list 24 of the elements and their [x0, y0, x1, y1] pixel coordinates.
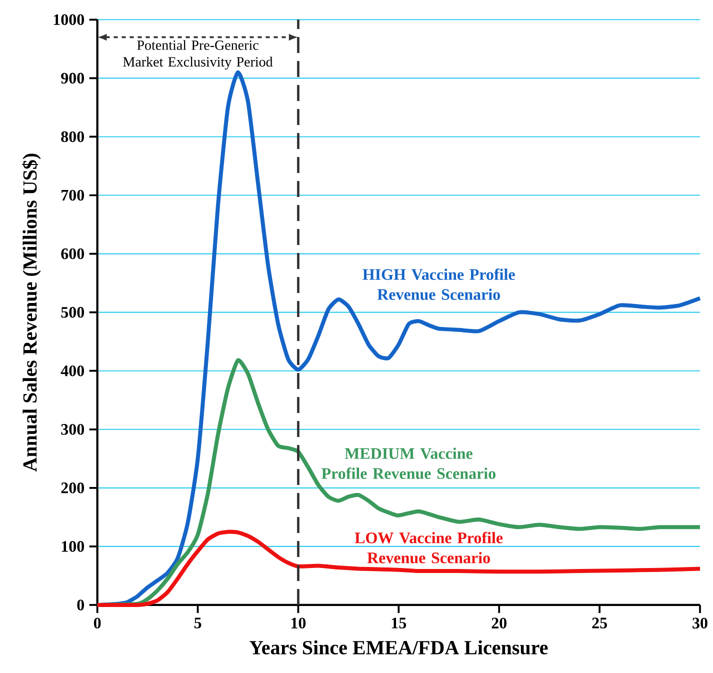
- series-label: MEDIUM Vaccine Profile Revenue Scenario: [322, 448, 496, 479]
- y-tick-label: 200: [61, 482, 84, 494]
- x-tick-label: 0: [94, 618, 101, 628]
- x-axis-title: Years Since EMEA/FDA Licensure: [250, 640, 548, 654]
- y-tick-label: 400: [60, 365, 84, 376]
- y-tick-label: 500: [61, 306, 84, 318]
- y-tick-label: 600: [61, 248, 84, 260]
- x-tick-label: 20: [492, 618, 506, 628]
- y-tick-label: 100: [62, 541, 84, 552]
- y-tick-label: 0: [77, 600, 84, 610]
- y-axis-title: Annual Sales Revenue (Millions US$): [22, 154, 41, 472]
- x-tick-label: 25: [592, 618, 607, 628]
- series-label: LOW Vaccine Profile Revenue Scenario: [354, 532, 503, 564]
- x-tick-label: 10: [292, 618, 306, 628]
- y-tick-label: 1000: [54, 14, 84, 26]
- ref-line-label: Potential Pre-Generic Market Exclusivity Period: [123, 40, 273, 70]
- y-tick-label: 700: [62, 190, 84, 201]
- x-tick-label: 5: [194, 618, 202, 628]
- x-tick-label: 30: [692, 618, 708, 628]
- x-tick-label: 15: [392, 618, 406, 628]
- y-tick-label: 300: [61, 424, 84, 435]
- series-label: HIGH Vaccine Profile Revenue Scenario: [362, 268, 515, 300]
- y-tick-label: 900: [61, 72, 84, 84]
- y-tick-label: 800: [61, 131, 84, 142]
